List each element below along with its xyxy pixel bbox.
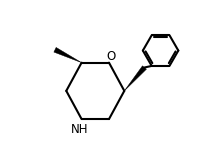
Text: NH: NH bbox=[71, 123, 89, 136]
Polygon shape bbox=[124, 66, 146, 91]
Text: O: O bbox=[106, 50, 115, 63]
Polygon shape bbox=[54, 47, 82, 63]
